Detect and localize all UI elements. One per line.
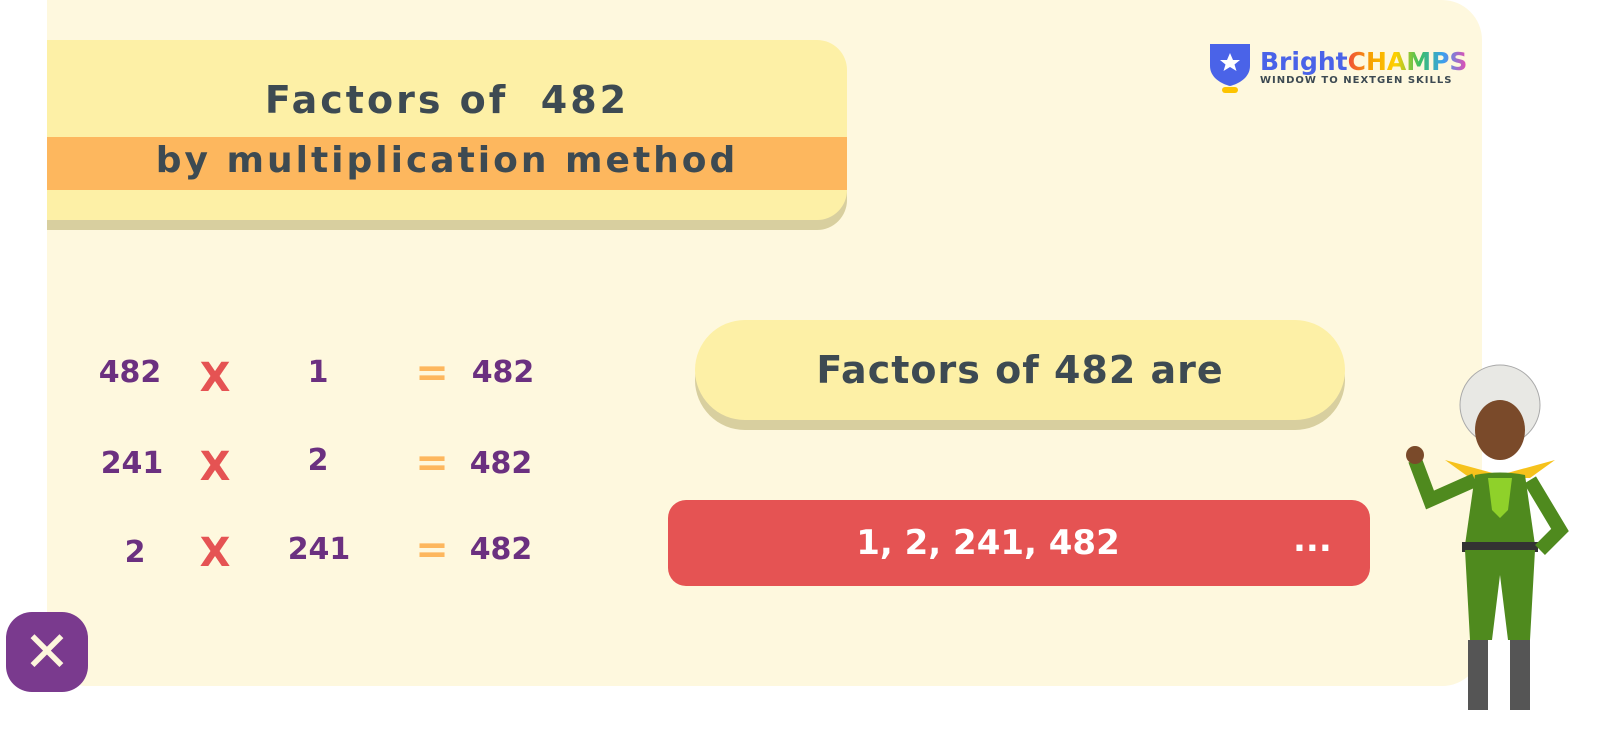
teacher-character bbox=[1406, 364, 1569, 710]
close-button[interactable]: ✕ bbox=[6, 612, 88, 692]
subtitle: by multiplication method bbox=[155, 140, 739, 181]
answer-bar: 1, 2, 241, 482 ... bbox=[668, 500, 1370, 586]
factor-a: 482 bbox=[98, 355, 162, 390]
answer-heading: Factors of 482 are bbox=[695, 320, 1345, 420]
product: 482 bbox=[469, 446, 533, 481]
times-icon: X bbox=[199, 530, 231, 576]
shield-star-icon bbox=[1210, 44, 1250, 93]
title-banner bbox=[47, 40, 847, 220]
equals-icon: = bbox=[415, 350, 449, 396]
brand-name-champs: CHAMPS bbox=[1347, 46, 1468, 76]
brand-tagline: WINDOW TO NEXTGEN SKILLS bbox=[1260, 74, 1453, 86]
brand-name-bright: Bright bbox=[1260, 46, 1348, 76]
close-icon: ✕ bbox=[23, 619, 71, 685]
title-strip bbox=[47, 137, 847, 190]
factor-b: 2 bbox=[307, 443, 329, 478]
brightchamps-logo: BrightCHAMPS WINDOW TO NEXTGEN SKILLS bbox=[1208, 40, 1467, 94]
equals-icon: = bbox=[415, 440, 449, 486]
factor-a: 2 bbox=[124, 535, 146, 570]
times-icon: X bbox=[199, 444, 231, 490]
title: Factors of 482 bbox=[264, 78, 630, 122]
product: 482 bbox=[471, 355, 535, 390]
factor-a: 241 bbox=[100, 446, 164, 481]
equals-icon: = bbox=[415, 527, 449, 573]
factors-list: 1, 2, 241, 482 bbox=[856, 523, 1120, 563]
times-icon: X bbox=[199, 355, 231, 401]
ellipsis: ... bbox=[1293, 520, 1332, 560]
factor-b: 1 bbox=[307, 355, 329, 390]
product: 482 bbox=[469, 532, 533, 567]
factor-b: 241 bbox=[287, 532, 351, 567]
